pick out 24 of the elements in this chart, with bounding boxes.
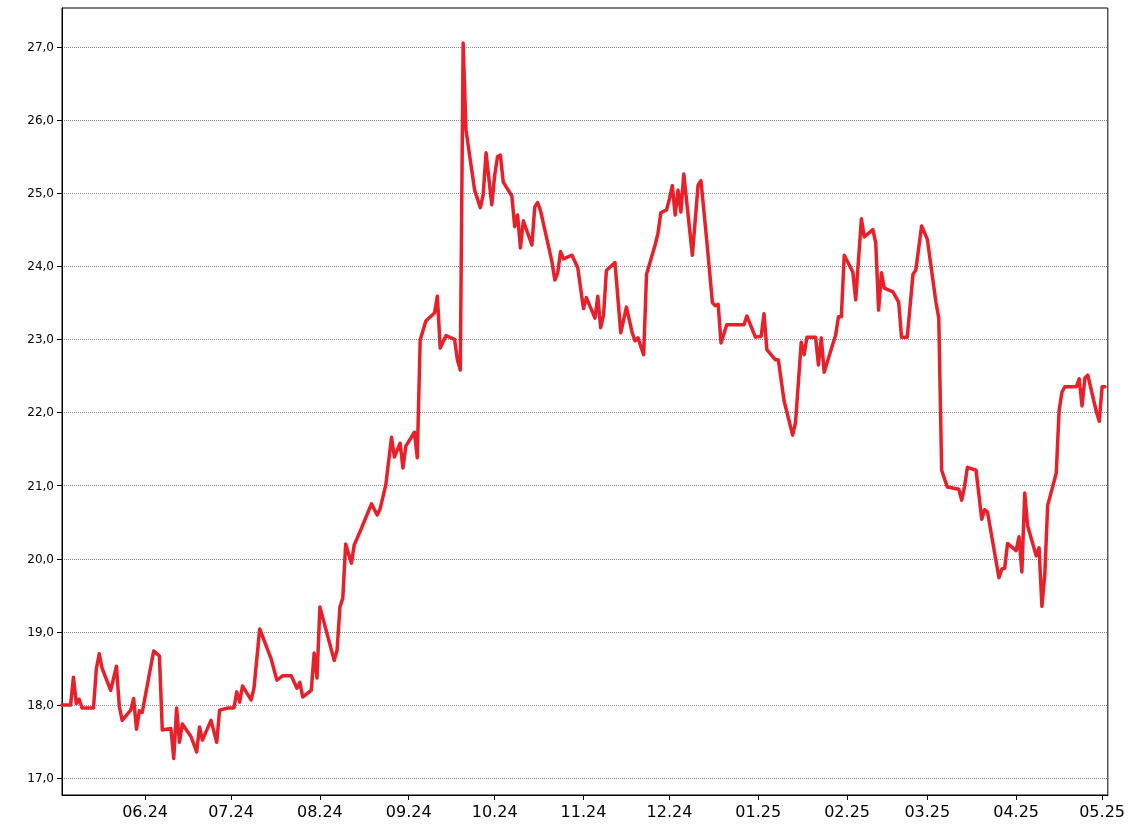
x-tick-label: 12.24 — [646, 801, 693, 821]
x-tick-label: 11.24 — [560, 801, 607, 821]
y-tick-label: 22,0 — [27, 405, 54, 420]
y-tick-label: 21,0 — [27, 478, 54, 493]
y-tick-label: 25,0 — [27, 186, 54, 201]
x-tick-label: 02.25 — [824, 801, 870, 821]
y-tick-label: 18,0 — [27, 698, 54, 713]
y-tick-label: 27,0 — [27, 39, 54, 54]
y-tick-label: 17,0 — [27, 771, 54, 786]
y-tick-label: 20,0 — [27, 551, 54, 566]
y-tick-label: 23,0 — [27, 332, 54, 347]
y-tick-label: 26,0 — [27, 112, 54, 127]
x-tick-label: 01.25 — [735, 801, 782, 821]
x-tick-label: 07.24 — [208, 801, 254, 821]
line-series — [60, 41, 1107, 761]
x-tick-label: 09.24 — [385, 801, 432, 821]
y-tick-label: 19,0 — [27, 624, 54, 639]
x-tick-label: 05.25 — [1079, 801, 1125, 821]
x-tick-label: 03.25 — [904, 801, 951, 821]
x-tick-label: 08.24 — [296, 801, 343, 821]
x-tick-label: 04.25 — [993, 801, 1040, 821]
y-tick-label: 24,0 — [27, 259, 54, 274]
x-tick-label: 06.24 — [122, 801, 168, 821]
x-tick-label: 10.24 — [471, 801, 518, 821]
